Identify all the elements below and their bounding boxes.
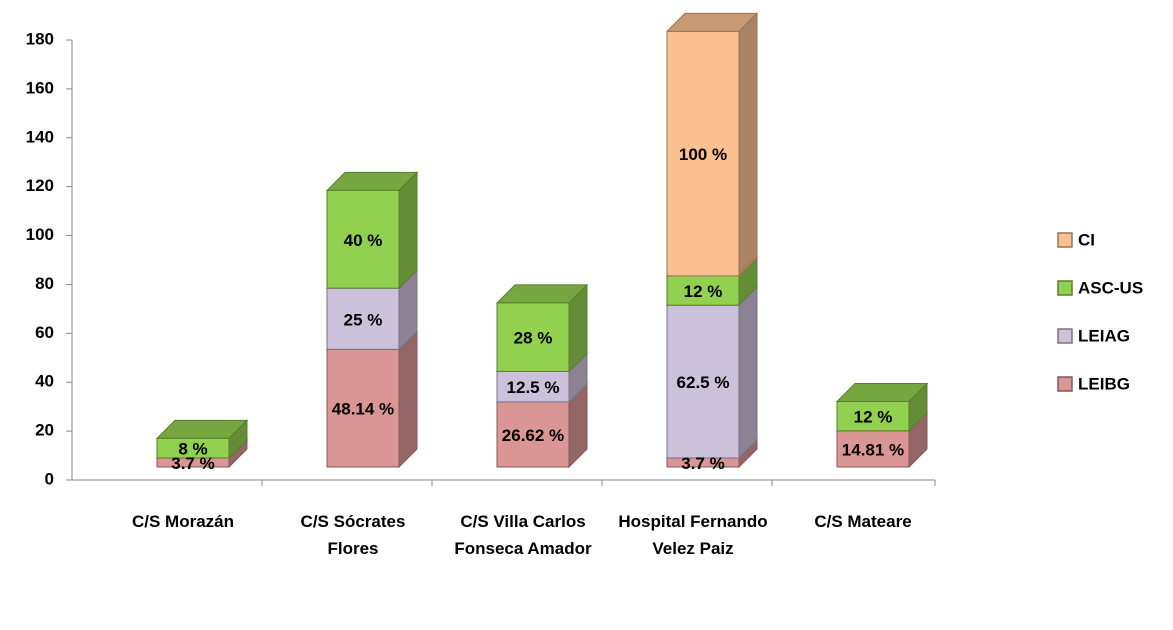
legend-swatch: [1057, 232, 1073, 248]
bar-segment: [835, 382, 929, 433]
bar-side: [398, 330, 418, 469]
legend-label: CI: [1078, 230, 1095, 249]
bar-front: [666, 275, 740, 306]
bar-segment: [495, 283, 589, 373]
y-tick-label: 20: [35, 421, 54, 440]
data-label: 100 %: [679, 145, 727, 164]
bar-front: [326, 348, 400, 468]
x-tick-label: C/S Villa Carlos Fonseca Amador: [454, 512, 592, 558]
bar-side: [398, 171, 418, 290]
x-tick-label: C/S Morazán: [131, 512, 235, 531]
data-label: 25 %: [344, 310, 383, 329]
data-label: 28 %: [514, 329, 553, 348]
legend-swatch: [1057, 280, 1073, 296]
bar-side: [738, 285, 758, 460]
data-label: 40 %: [344, 231, 383, 250]
bar-front: [326, 189, 400, 289]
y-tick-label: 80: [35, 274, 54, 293]
data-label: 12 %: [854, 408, 893, 427]
legend-label: LEIAG: [1078, 326, 1130, 345]
y-tick-label: 60: [35, 323, 54, 342]
data-label: 26.62 %: [502, 426, 564, 445]
y-tick-label: 40: [35, 372, 54, 391]
y-tick-label: 180: [26, 29, 54, 48]
x-tick-label: C/S Mateare: [814, 512, 912, 531]
data-label: 8 %: [178, 440, 207, 459]
legend-label: ASC-US: [1078, 278, 1143, 297]
x-tick-label: Hospital Fernando Velez Paiz: [618, 512, 768, 558]
y-tick-label: 120: [26, 176, 54, 195]
data-label: 3.7 %: [681, 454, 724, 473]
bar-side: [738, 12, 758, 278]
bar-front: [836, 400, 910, 432]
bar-front: [496, 302, 570, 372]
bar-segment: [155, 419, 249, 460]
data-label: 12.5 %: [507, 378, 560, 397]
data-label: 12 %: [684, 282, 723, 301]
y-tick-label: 100: [26, 225, 54, 244]
legend-label: LEIBG: [1078, 374, 1130, 393]
data-label: 62.5 %: [677, 373, 730, 392]
x-tick-label: C/S Sócrates Flores: [300, 512, 406, 558]
bar-front: [836, 430, 910, 468]
data-label: 48.14 %: [332, 400, 394, 419]
bar-front: [496, 401, 570, 468]
data-label: 3.7 %: [171, 454, 214, 473]
y-tick-label: 140: [26, 127, 54, 146]
legend-swatch: [1057, 328, 1073, 344]
data-label: 14.81 %: [842, 440, 904, 459]
bar-front: [666, 30, 740, 277]
y-tick-label: 0: [45, 469, 54, 488]
bar-segment: [665, 12, 759, 278]
bar-front: [156, 437, 230, 459]
y-tick-label: 160: [26, 78, 54, 97]
bar-segment: [325, 171, 419, 290]
legend-swatch: [1057, 376, 1073, 392]
bar-front: [326, 287, 400, 350]
